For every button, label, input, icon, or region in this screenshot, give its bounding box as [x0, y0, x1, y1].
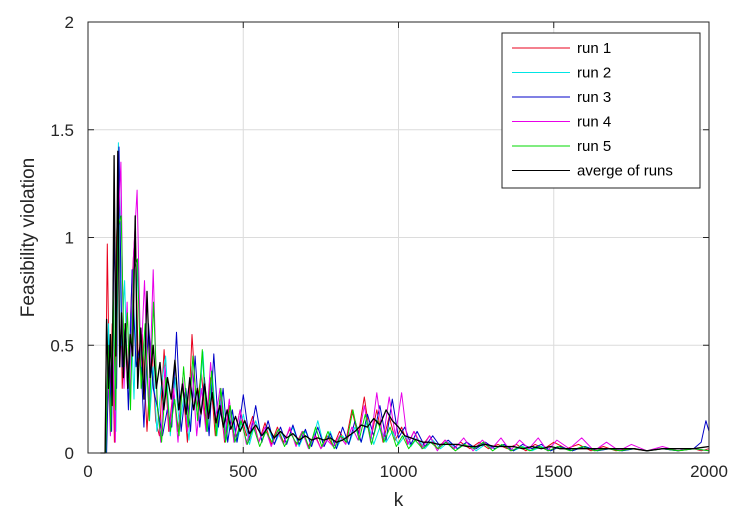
- x-tick-label: 1500: [535, 462, 573, 481]
- legend-label: averge of runs: [577, 163, 673, 180]
- y-tick-label: 0: [65, 444, 74, 463]
- x-tick-label: 2000: [690, 462, 728, 481]
- x-tick-label: 0: [83, 462, 92, 481]
- legend-label: run 5: [577, 138, 611, 155]
- x-axis-ticks: 0 500 1000 1500 2000: [83, 22, 728, 481]
- legend-label: run 3: [577, 89, 611, 106]
- x-tick-label: 500: [229, 462, 257, 481]
- series-layer: [100, 142, 710, 454]
- x-tick-label: 1000: [380, 462, 418, 481]
- y-tick-label: 1.5: [50, 121, 74, 140]
- legend-box: [501, 32, 701, 189]
- y-axis-label: Feasibility violation: [18, 158, 39, 317]
- y-tick-label: 2: [65, 13, 74, 32]
- legend-label: run 1: [577, 40, 611, 57]
- legend-label: run 4: [577, 114, 611, 131]
- series-line-5: [100, 215, 710, 454]
- legend-label: run 2: [577, 65, 611, 82]
- x-axis-label: k: [394, 490, 404, 511]
- legend: run 1 run 2 run 3 run 4 run 5 averge of runs: [501, 32, 701, 189]
- series-line-6: [100, 150, 710, 454]
- y-axis-ticks: 0 0.5 1 1.5 2: [50, 13, 709, 463]
- y-tick-label: 1: [65, 229, 74, 248]
- y-tick-label: 0.5: [50, 336, 74, 355]
